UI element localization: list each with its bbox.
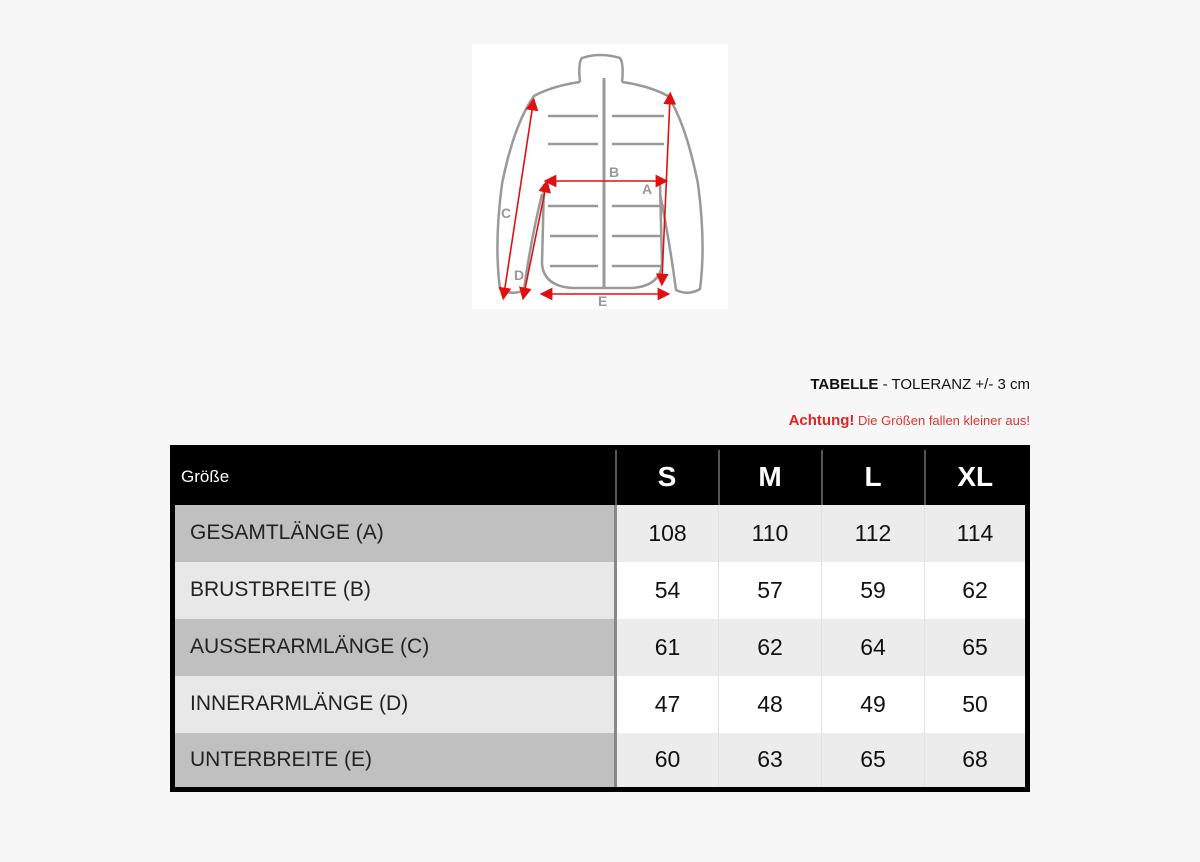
table-row: AUSSERARMLÄNGE (C) 61 62 64 65 <box>172 618 1028 676</box>
table-row: GESAMTLÄNGE (A) 108 110 112 114 <box>172 504 1028 562</box>
size-value: 63 <box>718 732 822 790</box>
size-value: 110 <box>718 504 822 562</box>
header-l: L <box>820 447 925 505</box>
header-m: M <box>717 447 822 505</box>
size-value: 54 <box>615 561 719 619</box>
size-value: 65 <box>924 618 1028 676</box>
size-value: 65 <box>821 732 925 790</box>
header-size: Größe <box>172 447 616 505</box>
row-label: INNERARMLÄNGE (D) <box>172 675 617 733</box>
header-row: Größe S M L XL <box>172 447 1028 505</box>
size-value: 47 <box>615 675 719 733</box>
header-xl: XL <box>923 447 1028 505</box>
size-value: 114 <box>924 504 1028 562</box>
table-row: BRUSTBREITE (B) 54 57 59 62 <box>172 561 1028 619</box>
size-value: 57 <box>718 561 822 619</box>
table-row: INNERARMLÄNGE (D) 47 48 49 50 <box>172 675 1028 733</box>
size-value: 48 <box>718 675 822 733</box>
size-value: 64 <box>821 618 925 676</box>
row-label: AUSSERARMLÄNGE (C) <box>172 618 617 676</box>
size-warning: Achtung! Die Größen fallen kleiner aus! <box>788 412 1030 429</box>
jacket-measurement-diagram: B A C D E <box>472 44 728 309</box>
size-value: 50 <box>924 675 1028 733</box>
row-label: GESAMTLÄNGE (A) <box>172 504 617 562</box>
size-value: 108 <box>615 504 719 562</box>
label-e: E <box>598 293 607 309</box>
size-value: 49 <box>821 675 925 733</box>
size-table: Größe S M L XL GESAMTLÄNGE (A) 108 110 112 1… <box>170 445 1030 792</box>
table-row: UNTERBREITE (E) 60 63 65 68 <box>172 732 1028 790</box>
row-label: UNTERBREITE (E) <box>172 732 617 790</box>
size-value: 61 <box>615 618 719 676</box>
size-value: 60 <box>615 732 719 790</box>
tolerance-note: TABELLE - TOLERANZ +/- 3 cm <box>810 376 1030 393</box>
header-s: S <box>614 447 719 505</box>
size-value: 62 <box>718 618 822 676</box>
size-value: 62 <box>924 561 1028 619</box>
label-c: C <box>501 205 511 221</box>
label-d: D <box>514 267 524 283</box>
size-value: 68 <box>924 732 1028 790</box>
size-value: 112 <box>821 504 925 562</box>
size-value: 59 <box>821 561 925 619</box>
label-b: B <box>609 164 619 180</box>
row-label: BRUSTBREITE (B) <box>172 561 617 619</box>
label-a: A <box>642 181 652 197</box>
